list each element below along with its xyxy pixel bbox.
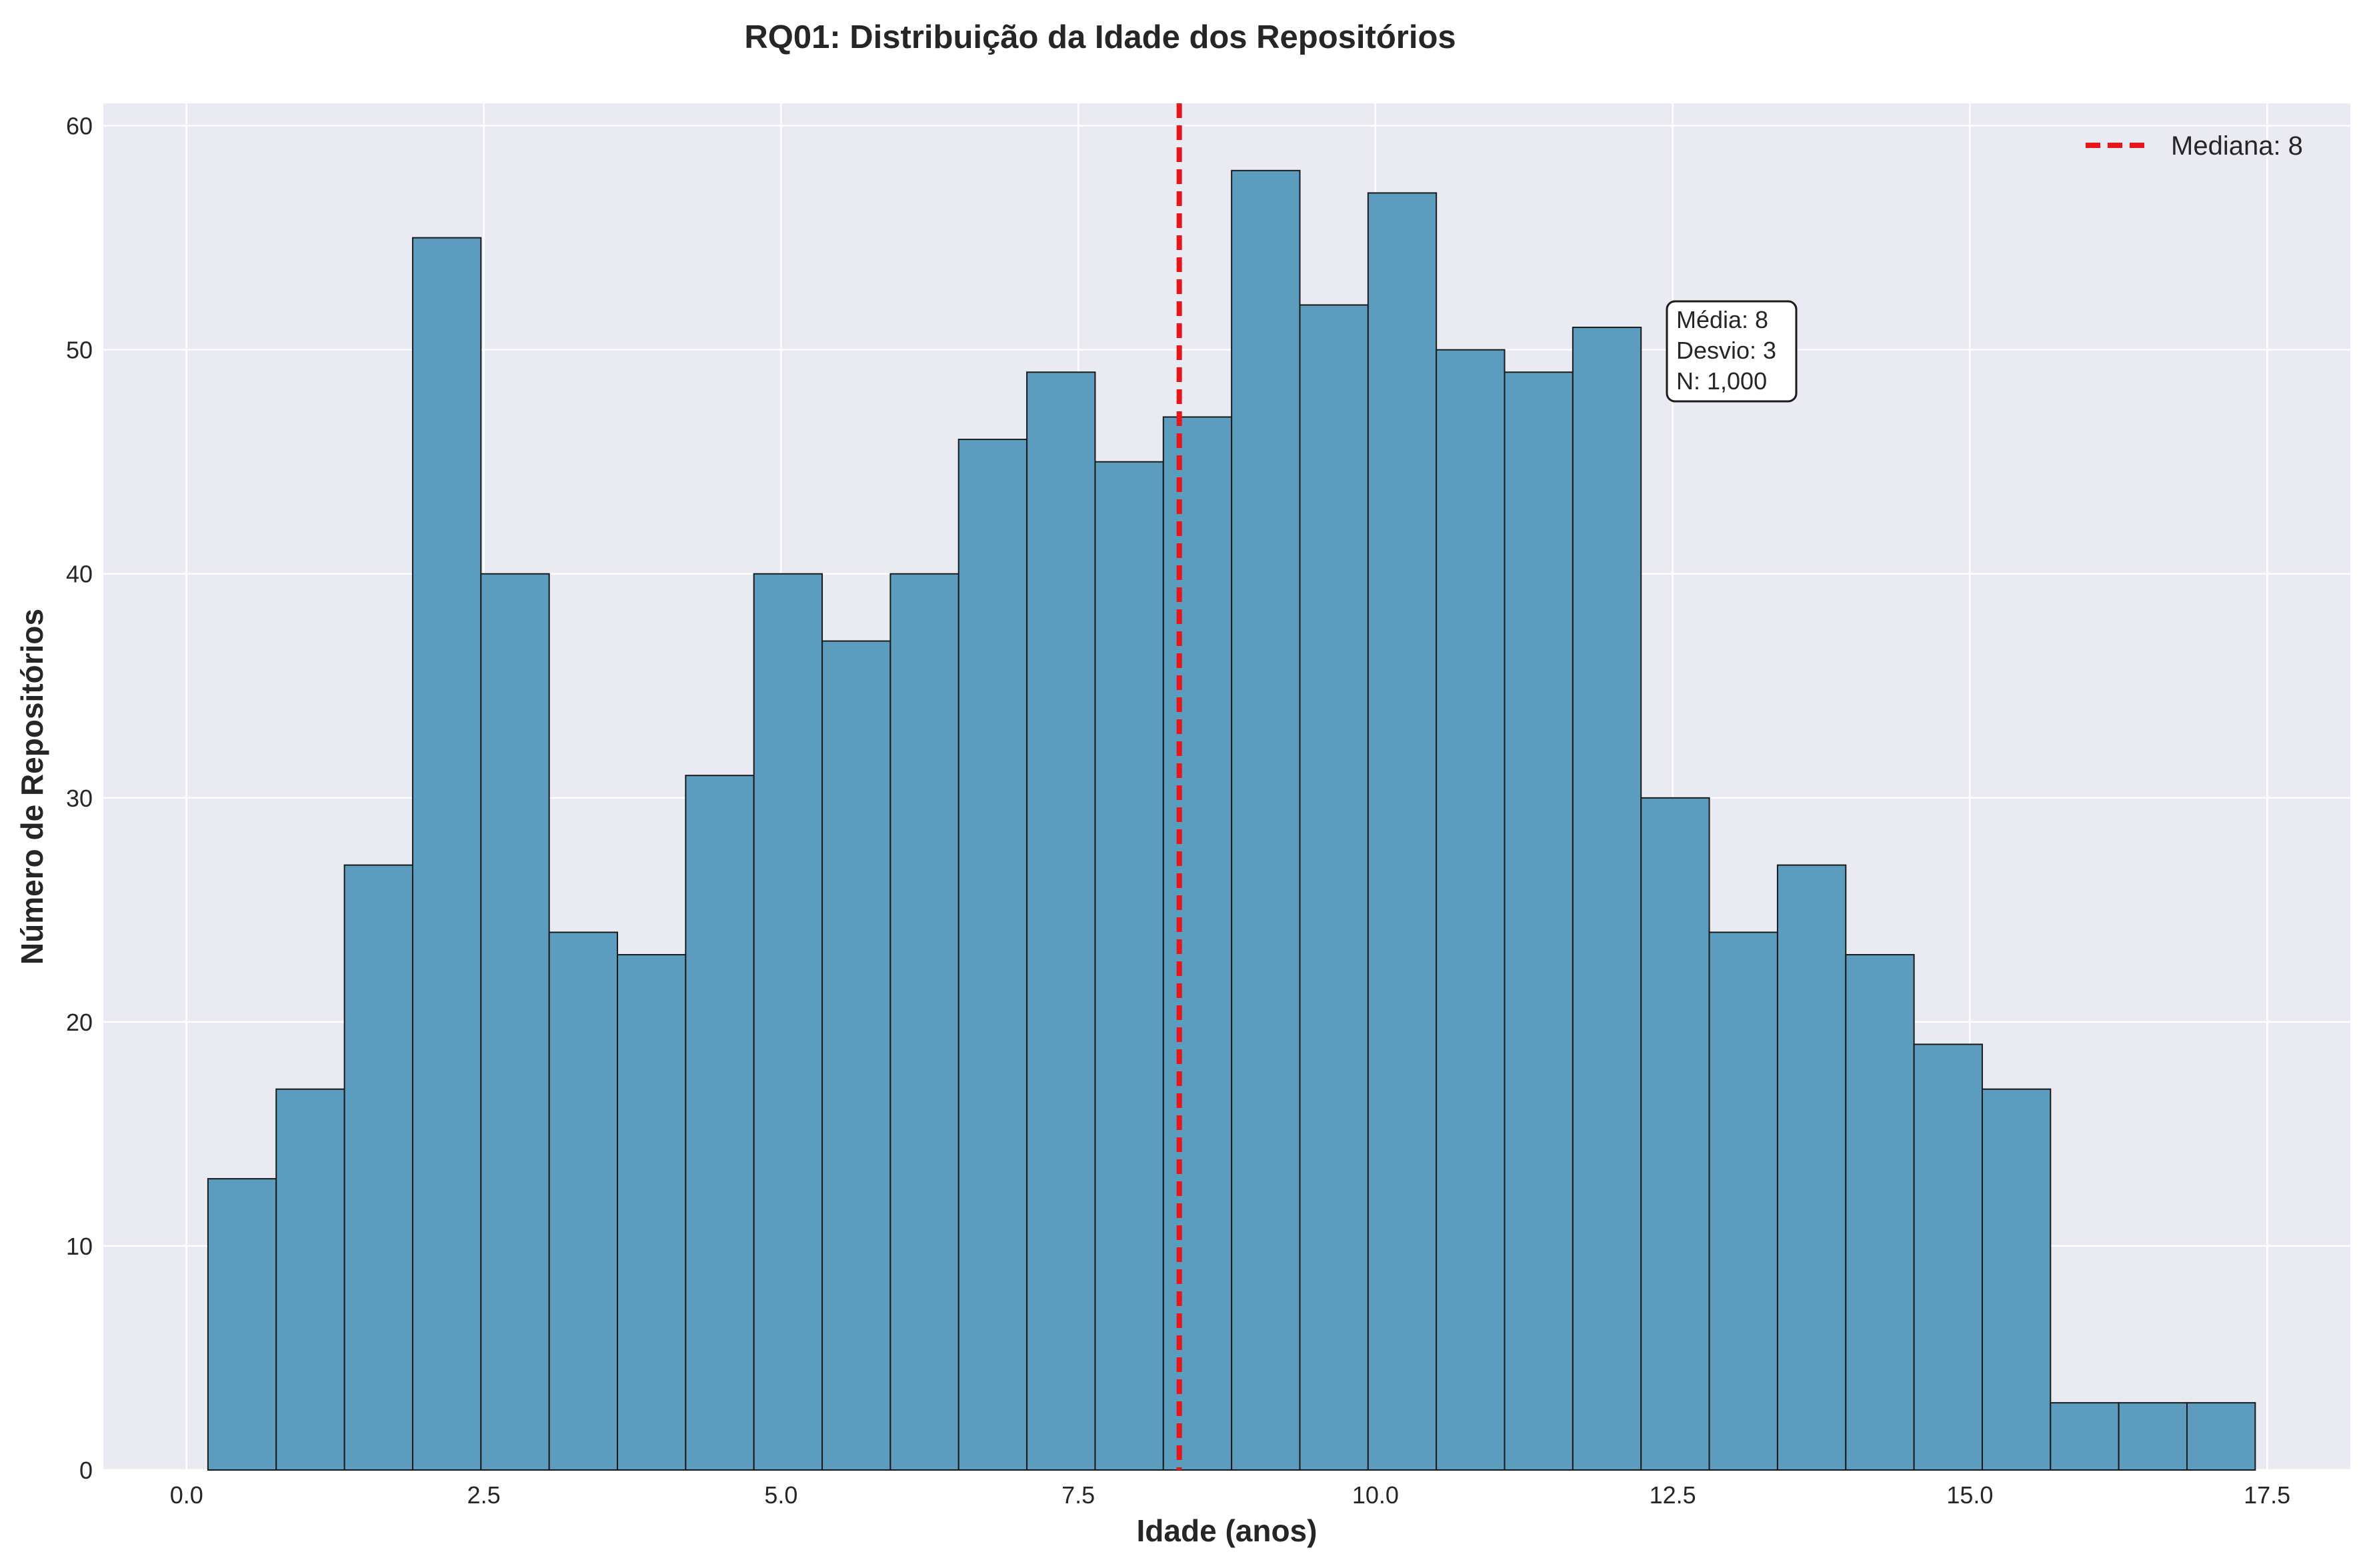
histogram-bar — [889, 573, 959, 1471]
y-tick-label: 0 — [79, 1457, 93, 1484]
histogram-bar — [343, 864, 413, 1471]
histogram-bar — [2050, 1402, 2120, 1471]
y-tick-label: 40 — [66, 561, 93, 588]
histogram-bar — [616, 954, 687, 1471]
histogram-bar — [1504, 371, 1574, 1471]
y-tick-label: 50 — [66, 337, 93, 364]
histogram-bar — [207, 1178, 277, 1471]
histogram-bar — [957, 439, 1028, 1471]
histogram-bar — [1913, 1043, 1983, 1471]
stats-box: Média: 8 Desvio: 3 N: 1,000 — [1666, 300, 1798, 403]
histogram-bar — [2186, 1402, 2256, 1471]
histogram-bar — [821, 640, 891, 1471]
x-tick-label: 15.0 — [1946, 1481, 1993, 1509]
histogram-bar — [1436, 349, 1506, 1471]
legend: Mediana: 8 — [2086, 131, 2303, 161]
stats-box-frame — [1666, 300, 1798, 403]
histogram-bar — [1094, 461, 1164, 1471]
x-tick-label: 5.0 — [764, 1481, 797, 1509]
x-tick-label: 7.5 — [1061, 1481, 1095, 1509]
y-tick-label: 20 — [66, 1009, 93, 1036]
histogram-bar — [1231, 169, 1301, 1471]
y-tick-label: 10 — [66, 1233, 93, 1260]
x-axis-label: Idade (anos) — [1137, 1513, 1318, 1548]
histogram-bar — [275, 1088, 345, 1471]
x-tick-label: 17.5 — [2244, 1481, 2290, 1509]
histogram-bar — [1640, 797, 1710, 1471]
x-tick-label: 2.5 — [467, 1481, 501, 1509]
x-axis-ticks: 0.0 2.5 5.0 7.5 10.0 12.5 15.0 17.5 — [170, 1481, 2290, 1509]
histogram-bar — [753, 573, 823, 1471]
histogram-bar — [548, 931, 618, 1471]
y-axis-ticks: 0 10 20 30 40 50 60 — [66, 113, 93, 1484]
histogram-bar — [1026, 371, 1096, 1471]
bars — [207, 169, 2256, 1471]
histogram-bar — [685, 775, 755, 1471]
histogram-bar — [1367, 192, 1438, 1471]
x-tick-label: 12.5 — [1650, 1481, 1696, 1509]
y-axis-label: Número de Repositórios — [15, 609, 49, 965]
histogram-bar — [411, 237, 482, 1471]
x-tick-label: 0.0 — [170, 1481, 203, 1509]
histogram-bar — [1708, 931, 1778, 1471]
legend-label-median: Mediana: 8 — [2171, 131, 2303, 161]
stats-mean: Média: 8 — [1676, 306, 1768, 333]
histogram-bar — [2118, 1402, 2188, 1471]
histogram-bar — [1845, 954, 1915, 1471]
stats-std: Desvio: 3 — [1676, 337, 1776, 364]
histogram-bar — [480, 573, 550, 1471]
histogram-bar — [1162, 416, 1233, 1471]
histogram-bar — [1981, 1088, 2052, 1471]
y-tick-label: 60 — [66, 113, 93, 140]
chart-title: RQ01: Distribuição da Idade dos Repositó… — [744, 19, 1456, 55]
histogram-bar — [1299, 304, 1369, 1471]
histogram-bar — [1572, 327, 1642, 1471]
x-tick-label: 10.0 — [1352, 1481, 1399, 1509]
histogram-bar — [1776, 864, 1847, 1471]
y-tick-label: 30 — [66, 785, 93, 812]
stats-count: N: 1,000 — [1676, 367, 1767, 395]
